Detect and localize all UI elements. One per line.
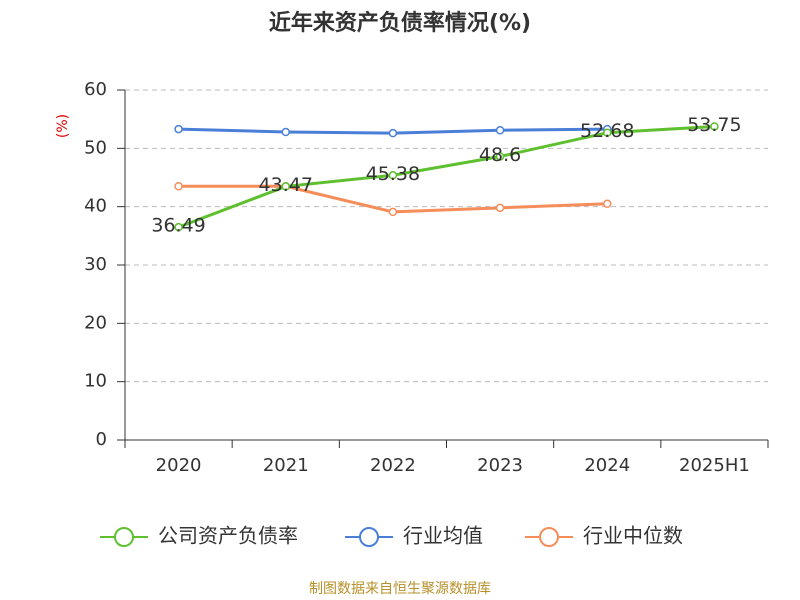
data-point bbox=[495, 126, 505, 135]
y-tick-label: 20 bbox=[84, 312, 107, 333]
data-label: 48.6 bbox=[479, 144, 521, 166]
source-note: 制图数据来自恒生聚源数据库 bbox=[309, 581, 491, 597]
data-point bbox=[174, 222, 183, 232]
legend-marker bbox=[359, 527, 379, 547]
data-label: 45.38 bbox=[366, 163, 420, 185]
legend-marker bbox=[539, 527, 559, 547]
data-point bbox=[495, 203, 505, 213]
series-line bbox=[178, 124, 715, 229]
data-point bbox=[281, 127, 290, 137]
data-point bbox=[495, 152, 505, 161]
data-point bbox=[174, 182, 183, 191]
data-point bbox=[710, 122, 719, 131]
data-point bbox=[174, 124, 183, 134]
data-label: 43.47 bbox=[259, 174, 313, 196]
data-point bbox=[281, 182, 290, 191]
legend-label: 行业中位数 bbox=[583, 524, 683, 548]
data-point bbox=[603, 128, 612, 137]
x-tick-label: 2025H1 bbox=[679, 455, 750, 476]
data-point bbox=[603, 199, 612, 208]
data-label: 52.68 bbox=[580, 120, 634, 142]
y-axis-label: (%) bbox=[55, 114, 71, 138]
data-label: 36.49 bbox=[151, 215, 205, 237]
data-point bbox=[388, 128, 398, 138]
y-tick-label: 40 bbox=[84, 196, 107, 217]
y-tick-label: 50 bbox=[84, 137, 107, 158]
y-tick-label: 60 bbox=[84, 79, 107, 100]
legend-marker bbox=[114, 527, 134, 547]
x-tick-label: 2020 bbox=[156, 455, 202, 476]
x-tick-label: 2022 bbox=[370, 455, 416, 476]
x-tick-label: 2024 bbox=[584, 455, 630, 476]
legend-label: 行业均值 bbox=[403, 524, 483, 548]
y-tick-label: 10 bbox=[84, 371, 107, 392]
legend-label: 公司资产负债率 bbox=[158, 524, 298, 548]
data-label: 53.75 bbox=[687, 114, 741, 136]
y-tick-label: 0 bbox=[96, 429, 107, 450]
data-point bbox=[388, 207, 398, 217]
x-tick-label: 2023 bbox=[477, 455, 523, 476]
x-tick-label: 2021 bbox=[263, 455, 309, 476]
y-tick-label: 30 bbox=[84, 254, 107, 275]
data-point bbox=[388, 171, 398, 180]
chart-title: 近年来资产负债率情况(%) bbox=[269, 10, 531, 36]
